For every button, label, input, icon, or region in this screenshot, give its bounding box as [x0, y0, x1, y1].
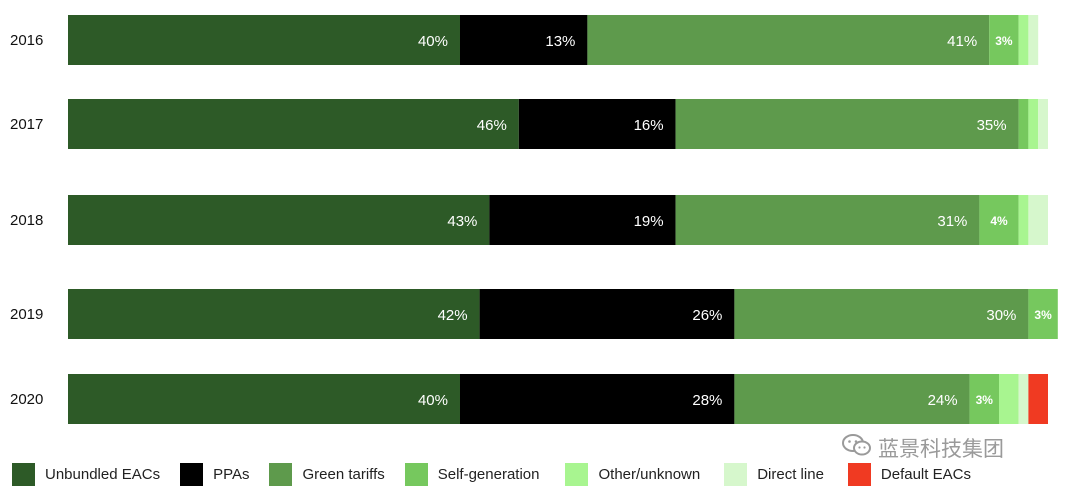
bar-green-tariffs-2020	[734, 374, 970, 424]
bar-self-generation-2018	[979, 195, 1019, 245]
data-label-green-tariffs-2020: 24%	[928, 392, 958, 409]
bar-ppas-2018	[489, 195, 676, 245]
bar-unbundled-eacs-2016	[68, 15, 460, 65]
legend-label-other-unknown: Other/unknown	[598, 465, 701, 483]
data-label-self-generation-2020: 3%	[976, 393, 994, 407]
bar-direct-line-2018	[1028, 195, 1048, 245]
bar-ppas-2017	[518, 99, 676, 149]
data-label-green-tariffs-2019: 30%	[986, 307, 1016, 324]
data-label-direct-line-2016: 1%	[1042, 27, 1060, 41]
legend-item-default-eacs: Default EACs	[847, 462, 971, 486]
data-label-ppas-2016: 13%	[545, 33, 575, 50]
bar-unbundled-eacs-2017	[68, 99, 519, 149]
legend-label-default-eacs: Default EACs	[880, 465, 971, 483]
data-label-ppas-2020: 28%	[692, 392, 722, 409]
data-label-direct-line-2018: 2%	[1052, 207, 1070, 221]
bar-direct-line-2020	[1018, 374, 1029, 424]
bar-unbundled-eacs-2020	[68, 374, 460, 424]
bar-direct-line-2016	[1028, 15, 1039, 65]
bar-green-tariffs-2018	[675, 195, 980, 245]
bar-green-tariffs-2016	[587, 15, 990, 65]
legend-swatch-green-tariffs	[269, 462, 293, 486]
watermark: 蓝景科技集团	[842, 433, 1004, 463]
legend-item-green-tariffs: Green tariffs	[269, 462, 385, 486]
legend: Unbundled EACs PPAs Green tariffs Self-gene…	[12, 461, 1078, 487]
data-label-self-generation-2019: 3%	[1034, 308, 1052, 322]
legend-label-green-tariffs: Green tariffs	[302, 465, 385, 483]
legend-label-self-generation: Self-generation	[437, 465, 540, 483]
legend-swatch-unbundled-eacs	[12, 462, 35, 486]
bar-ppas-2019	[479, 289, 735, 339]
bar-unbundled-eacs-2018	[68, 195, 490, 245]
watermark-text: 蓝景科技集团	[878, 437, 1004, 461]
bar-other-unknown-2017	[1028, 99, 1039, 149]
year-label-2018: 2018	[10, 212, 43, 229]
year-label-2020: 2020	[10, 391, 43, 408]
data-label-other-unknown-2017: 1%	[1025, 84, 1043, 98]
year-label-2016: 2016	[10, 32, 43, 49]
stacked-bar-chart: 2016 40% 13% 41% 3% 1%2017 46% 16% 35%1%1%1%2018…	[10, 15, 1070, 424]
year-label-2017: 2017	[10, 116, 43, 133]
data-label-ppas-2018: 19%	[634, 213, 664, 230]
legend-label-direct-line: Direct line	[757, 465, 824, 483]
bar-self-generation-2017	[1018, 99, 1029, 149]
bar-ppas-2020	[460, 374, 735, 424]
legend-label-unbundled-eacs: Unbundled EACs	[45, 465, 161, 483]
legend-item-other-unknown: Other/unknown	[565, 462, 701, 486]
wechat-icon	[842, 434, 871, 456]
data-label-unbundled-eacs-2017: 46%	[477, 117, 507, 134]
legend-item-direct-line: Direct line	[724, 462, 824, 486]
data-label-self-generation-2018: 4%	[990, 214, 1008, 228]
bar-ppas-2016	[460, 15, 588, 65]
data-label-unbundled-eacs-2020: 40%	[418, 392, 448, 409]
legend-item-self-generation: Self-generation	[404, 462, 540, 486]
data-label-self-generation-2016: 3%	[995, 34, 1013, 48]
bar-self-generation-2016	[989, 15, 1019, 65]
bar-self-generation-2019	[1028, 289, 1058, 339]
bar-default-eacs-2020	[1028, 374, 1048, 424]
data-label-other-unknown-2018: 1%	[1015, 180, 1033, 194]
bar-green-tariffs-2019	[734, 289, 1029, 339]
year-label-2019: 2019	[10, 306, 43, 323]
legend-item-unbundled-eacs: Unbundled EACs	[12, 462, 161, 486]
data-label-default-eacs-2020: 2%	[1052, 386, 1070, 400]
bar-direct-line-2017	[1038, 99, 1048, 149]
legend-swatch-default-eacs	[847, 462, 871, 486]
data-label-direct-line-2017: 1%	[1052, 111, 1070, 125]
bar-unbundled-eacs-2019	[68, 289, 480, 339]
data-label-ppas-2019: 26%	[692, 307, 722, 324]
data-label-unbundled-eacs-2016: 40%	[418, 33, 448, 50]
legend-label-ppas: PPAs	[213, 465, 250, 483]
data-label-direct-line-2020: 1%	[1015, 359, 1033, 373]
legend-swatch-direct-line	[724, 462, 748, 486]
data-label-ppas-2017: 16%	[634, 117, 664, 134]
bar-other-unknown-2018	[1018, 195, 1029, 245]
data-label-unbundled-eacs-2018: 43%	[447, 213, 477, 230]
legend-swatch-other-unknown	[565, 462, 589, 486]
data-label-self-generation-2017: 1%	[1015, 84, 1033, 98]
data-label-other-unknown-2020: 2%	[1000, 359, 1018, 373]
bar-other-unknown-2020	[999, 374, 1019, 424]
legend-item-ppas: PPAs	[180, 462, 250, 486]
legend-swatch-ppas	[180, 462, 204, 486]
data-label-green-tariffs-2018: 31%	[937, 213, 967, 230]
data-label-green-tariffs-2017: 35%	[977, 117, 1007, 134]
legend-swatch-self-generation	[404, 462, 428, 486]
bar-other-unknown-2016	[1018, 15, 1029, 65]
bar-green-tariffs-2017	[675, 99, 1019, 149]
data-label-unbundled-eacs-2019: 42%	[438, 307, 468, 324]
data-label-green-tariffs-2016: 41%	[947, 33, 977, 50]
bar-self-generation-2020	[969, 374, 999, 424]
